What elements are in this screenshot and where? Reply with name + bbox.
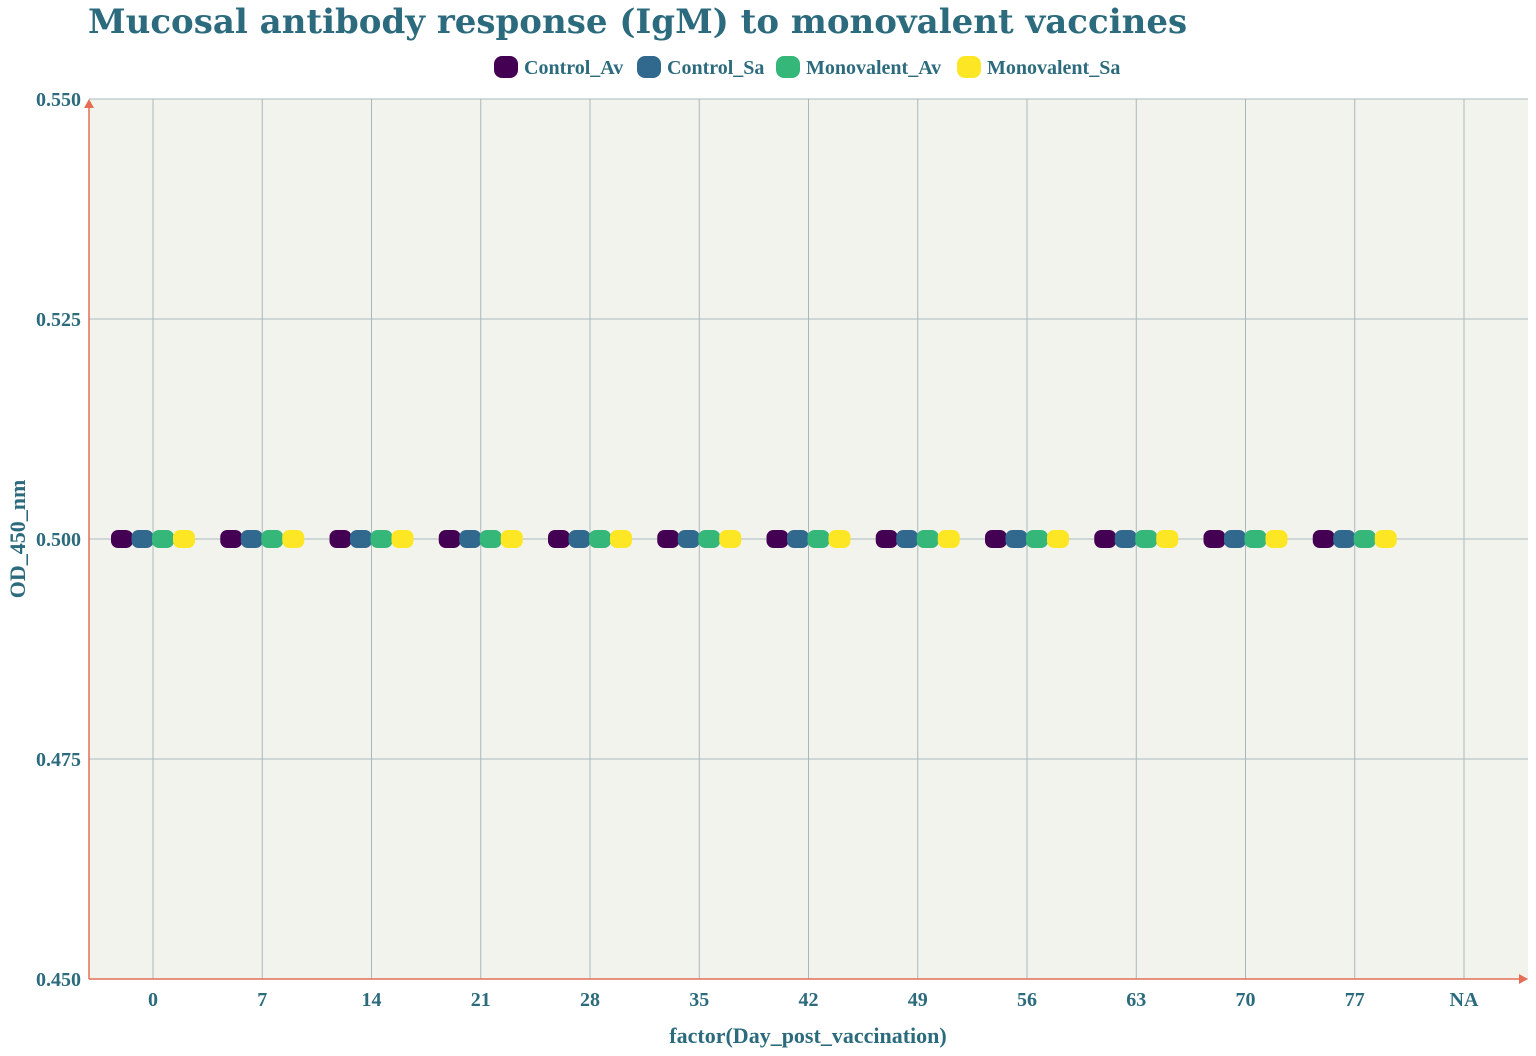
data-point [548,530,570,548]
legend-swatch [776,56,800,78]
legend-label: Monovalent_Av [806,57,941,79]
data-point [1333,530,1356,548]
data-point [985,530,1007,548]
y-axis-arrow [84,99,94,108]
data-point [282,530,305,548]
data-point [1203,530,1226,548]
data-point [391,530,414,548]
data-point [657,530,680,548]
data-point [261,530,284,548]
data-point [350,530,372,548]
x-tick-label: 7 [257,989,267,1011]
x-tick-label: 35 [689,989,709,1011]
data-point [1094,530,1117,548]
legend-swatch [494,56,518,78]
data-point [370,530,393,548]
data-point [610,530,632,548]
x-tick-label: 21 [471,989,491,1011]
data-point [1156,530,1179,548]
x-tick-label: 56 [1017,989,1037,1011]
x-tick-label: 0 [148,989,158,1011]
chart-title: Mucosal antibody response (IgM) to monov… [88,2,1187,42]
x-tick-label: 63 [1126,989,1146,1011]
data-point [568,530,591,548]
x-tick-label: 70 [1236,989,1256,1011]
axes [84,99,1528,984]
x-tick-label: 14 [362,989,382,1011]
data-point [152,530,174,548]
data-point [875,530,898,548]
legend-item: Monovalent_Av [776,56,941,79]
data-point [766,530,789,548]
y-tick-label: 0.525 [36,309,81,331]
y-tick-label: 0.475 [36,749,81,771]
tick-labels: 0.450 0.475 0.500 0.525 0.550 0 7 14 21 28 35 42 49 5… [36,89,1479,1011]
legend-item: Control_Sa [637,56,764,79]
data-point [459,530,482,548]
y-tick-label: 0.550 [36,89,81,111]
data-point [787,530,809,548]
data-point [1026,530,1048,548]
data-point [1135,530,1158,548]
data-point [500,530,523,548]
data-point [1244,530,1267,548]
data-point [1374,530,1397,548]
x-tick-label: 42 [799,989,819,1011]
x-axis-title: factor(Day_post_vaccination) [669,1023,946,1048]
legend-swatch [637,56,661,78]
y-axis-title: OD_450_nm [5,480,30,599]
data-point [329,530,352,548]
data-point [916,530,939,548]
y-tick-label: 0.500 [36,529,81,551]
data-point [677,530,700,548]
data-point [479,530,502,548]
x-axis-arrow [1519,974,1528,984]
legend-item: Monovalent_Sa [957,56,1120,79]
legend-item: Control_Av [494,56,623,79]
data-point [111,530,133,548]
data-point [131,530,154,548]
data-point [220,530,243,548]
data-point [173,530,195,548]
data-point [1224,530,1246,548]
legend-label: Monovalent_Sa [987,57,1120,79]
data-point [1353,530,1376,548]
x-tick-label: 49 [908,989,928,1011]
legend-label: Control_Sa [667,57,764,79]
x-tick-label: 28 [580,989,600,1011]
data-point [937,530,960,548]
data-point [719,530,742,548]
data-point [896,530,919,548]
legend-swatch [957,56,981,78]
data-point [807,530,830,548]
data-point [589,530,611,548]
data-marks [111,530,1397,548]
data-point [1005,530,1028,548]
data-point [828,530,851,548]
data-point [240,530,263,548]
legend: Control_Av Control_Sa Monovalent_Av Monoval… [494,56,1120,79]
x-tick-label: 77 [1345,989,1365,1011]
data-point [1312,530,1335,548]
x-tick-label: NA [1450,989,1479,1011]
legend-label: Control_Av [524,57,623,79]
data-point [698,530,721,548]
y-tick-label: 0.450 [36,969,81,991]
data-point [1265,530,1288,548]
data-point [438,530,461,548]
data-point [1047,530,1069,548]
data-point [1114,530,1137,548]
